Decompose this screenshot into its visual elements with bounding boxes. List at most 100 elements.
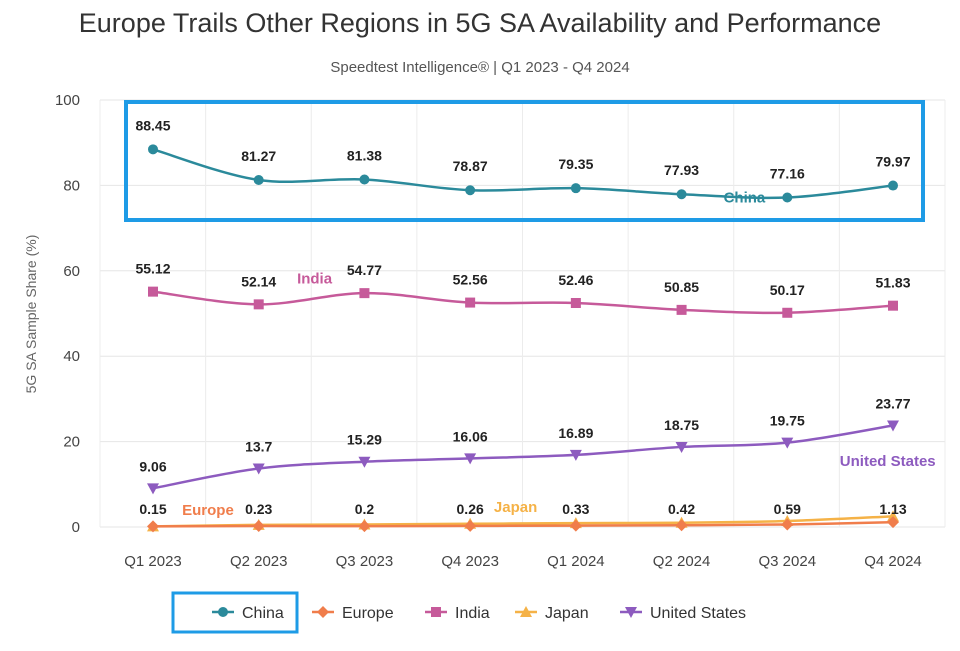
legend-item-united-states: United States	[620, 605, 746, 622]
y-axis-label: 5G SA Sample Share (%)	[23, 235, 39, 394]
united-states-series	[147, 420, 899, 495]
y-axis: 0 20 40 60 80 100	[55, 92, 80, 536]
china-data-label: 88.45	[135, 117, 170, 133]
united-states-data-label: 9.06	[139, 458, 166, 474]
china-line	[152, 148, 894, 200]
legend-item-india: India	[425, 605, 490, 622]
europe-point	[147, 520, 159, 533]
india-annotation: India	[297, 271, 333, 288]
india-data-label: 52.56	[453, 272, 488, 288]
china-data-label: 79.35	[558, 156, 593, 172]
india-legend-label: India	[455, 605, 490, 622]
united-states-point	[887, 420, 899, 432]
x-tick-label: Q4 2024	[864, 553, 922, 570]
india-data-label: 51.83	[875, 275, 910, 291]
united-states-data-label: 18.75	[664, 417, 699, 433]
united-states-point	[252, 463, 265, 475]
europe-data-label: 0.59	[774, 501, 801, 517]
china-data-label: 81.38	[347, 148, 382, 164]
x-tick-label: Q4 2023	[441, 553, 499, 570]
china-legend-label: China	[242, 605, 284, 622]
japan-annotation: Japan	[494, 499, 537, 516]
united-states-data-label: 16.89	[558, 425, 593, 441]
legend-item-china: China	[212, 605, 284, 622]
united-states-line	[152, 424, 894, 490]
india-point	[359, 288, 370, 299]
india-point	[676, 304, 687, 315]
india-point	[888, 300, 898, 311]
china-point	[359, 174, 370, 185]
y-tick-label: 40	[63, 348, 80, 365]
united-states-point	[675, 441, 688, 453]
india-point	[782, 307, 793, 318]
europe-data-label: 0.42	[668, 501, 695, 517]
europe-point	[569, 519, 582, 532]
china-data-label: 81.27	[241, 148, 276, 164]
india-line	[152, 290, 894, 315]
europe-annotation: Europe	[182, 502, 234, 519]
legend-item-japan: Japan	[515, 605, 589, 622]
x-tick-label: Q3 2023	[336, 553, 394, 570]
china-data-label: 77.16	[770, 166, 805, 182]
japan-point	[887, 510, 899, 522]
x-tick-label: Q3 2024	[759, 553, 817, 570]
japan-legend-label: Japan	[545, 605, 589, 622]
x-tick-label: Q2 2024	[653, 553, 711, 570]
india-data-label: 52.14	[241, 273, 276, 289]
china-annotation: China	[724, 190, 766, 207]
united-states-data-label: 15.29	[347, 432, 382, 448]
europe-data-label: 0.15	[139, 501, 166, 517]
united-states-legend-label: United States	[650, 605, 746, 622]
china-data-label: 79.97	[875, 154, 910, 170]
x-tick-label: Q1 2024	[547, 553, 605, 570]
china-data-label: 77.93	[664, 162, 699, 178]
india-legend-marker	[431, 607, 441, 617]
united-states-point	[147, 483, 159, 495]
y-tick-label: 100	[55, 92, 80, 109]
europe-data-label: 0.33	[562, 501, 589, 517]
china-series	[148, 144, 898, 203]
china-legend-marker	[218, 607, 228, 617]
united-states-point	[781, 437, 794, 449]
united-states-point	[464, 453, 477, 465]
united-states-annotation: United States	[840, 453, 936, 470]
y-tick-label: 60	[63, 263, 80, 280]
x-axis: Q1 2023 Q2 2023 Q3 2023 Q4 2023 Q1 2024 Q2 20…	[124, 553, 922, 570]
europe-point	[887, 516, 899, 529]
united-states-legend-marker	[625, 607, 637, 618]
europe-point	[675, 519, 688, 532]
united-states-data-label: 16.06	[453, 428, 488, 444]
y-tick-label: 80	[63, 177, 80, 194]
india-data-label: 52.46	[558, 272, 593, 288]
india-point	[465, 297, 476, 308]
china-highlight-box	[124, 100, 925, 222]
china-data-label: 78.87	[453, 158, 488, 174]
india-data-label: 54.77	[347, 262, 382, 278]
india-series	[148, 286, 898, 318]
series-annotations: China India United States Europe Japan	[182, 190, 936, 519]
china-point	[570, 183, 581, 194]
india-data-label: 50.17	[770, 282, 805, 298]
china-point	[782, 192, 793, 203]
europe-point	[252, 520, 265, 533]
united-states-data-label: 13.7	[245, 439, 272, 455]
europe-legend-label: Europe	[342, 605, 394, 622]
europe-point	[781, 518, 794, 531]
x-tick-label: Q2 2023	[230, 553, 288, 570]
china-point	[253, 174, 264, 185]
europe-data-label: 0.26	[457, 501, 484, 517]
united-states-point	[569, 449, 582, 461]
europe-data-label: 0.2	[355, 501, 375, 517]
x-tick-label: Q1 2023	[124, 553, 182, 570]
japan-legend-marker	[520, 606, 532, 617]
china-point	[465, 185, 476, 196]
europe-line	[152, 520, 894, 528]
data-labels: 88.45 81.27 81.38 78.87 79.35 77.93 77.16 79.97…	[135, 117, 910, 517]
series-lines	[147, 144, 899, 533]
china-point	[148, 144, 158, 155]
legend: China Europe India Japan United States	[171, 591, 746, 634]
y-tick-label: 0	[72, 519, 80, 536]
india-point	[148, 286, 158, 297]
india-point	[253, 299, 264, 310]
